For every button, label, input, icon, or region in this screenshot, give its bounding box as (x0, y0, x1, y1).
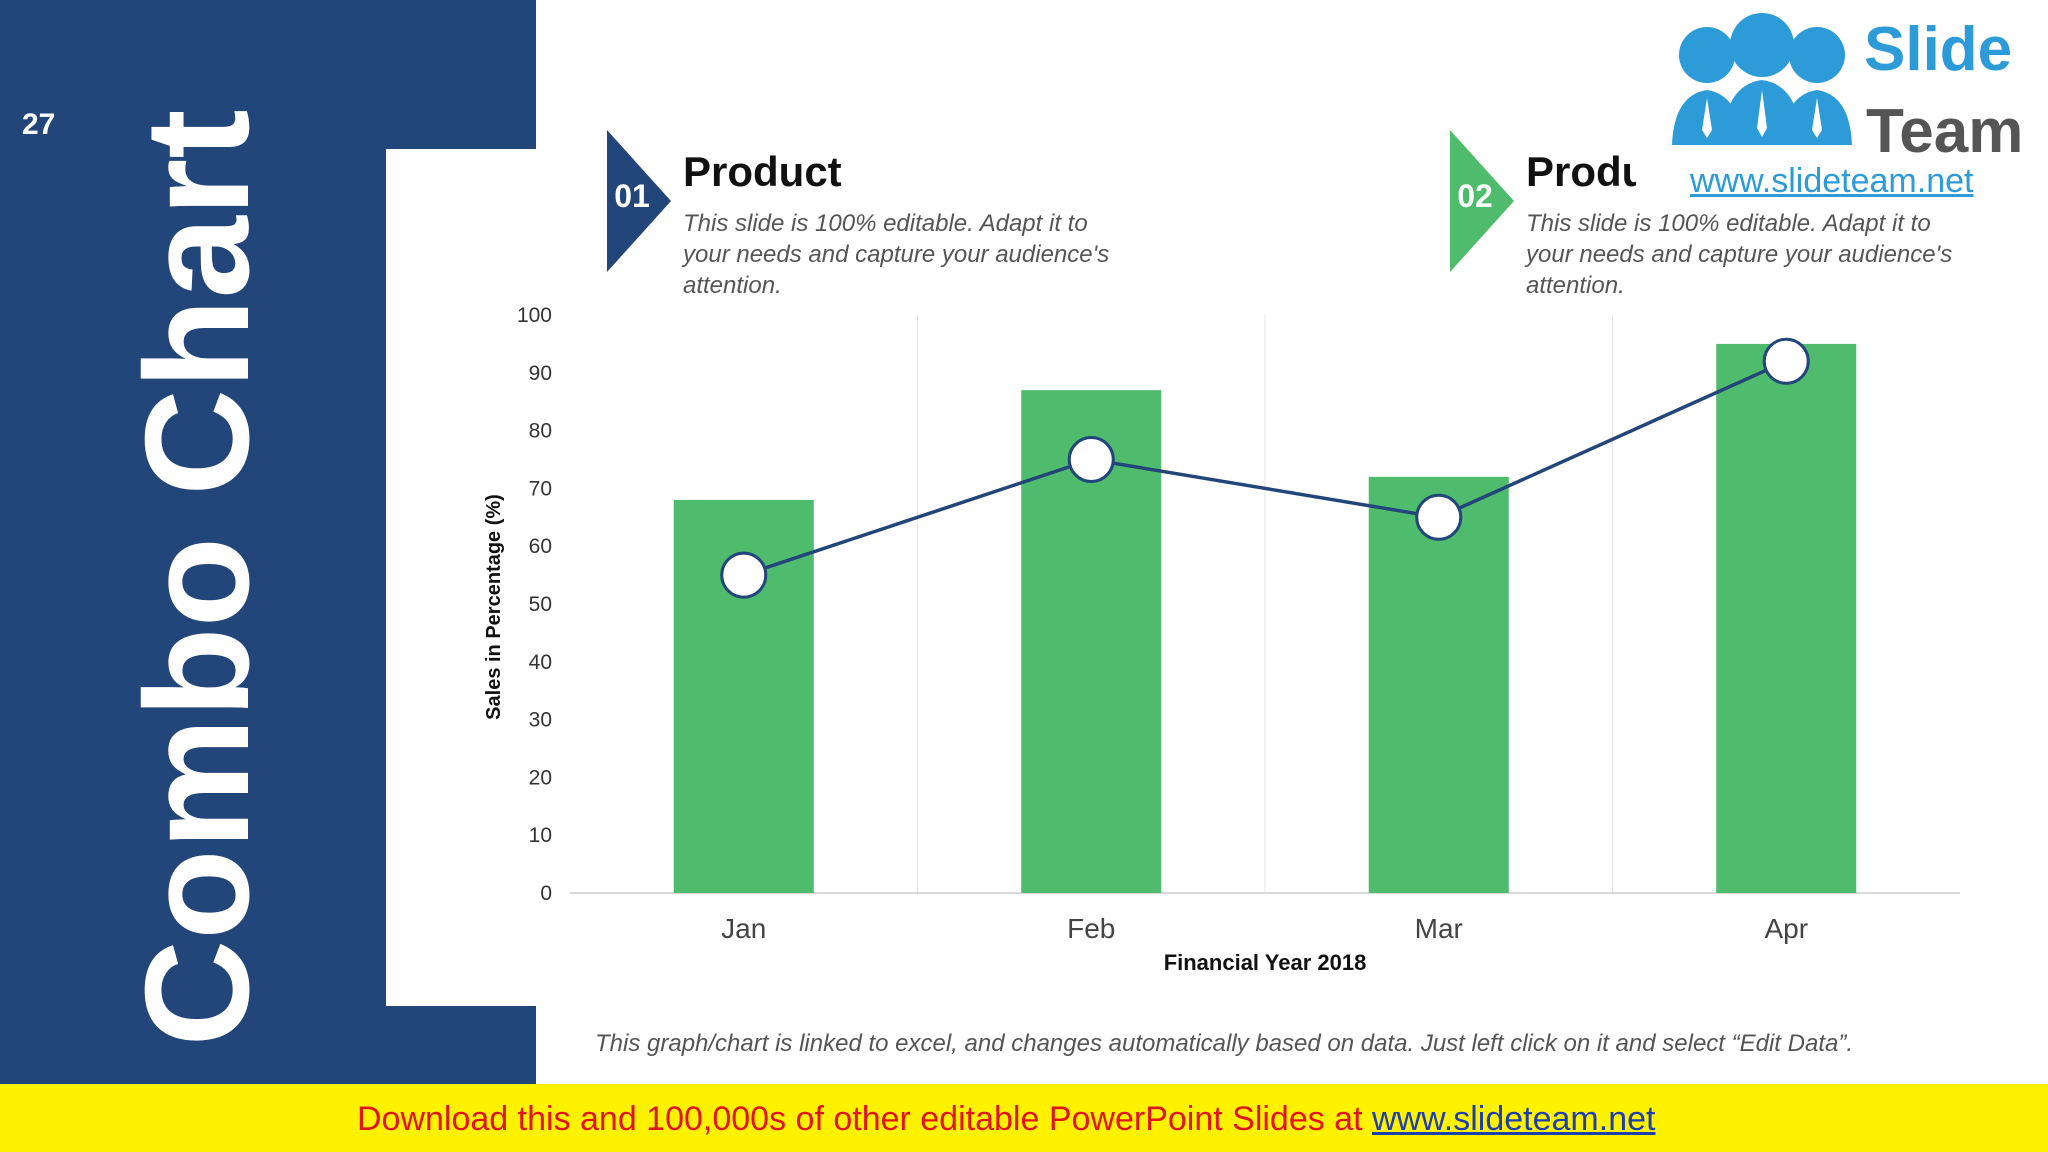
line-series (743, 359, 1787, 577)
y-tick-label: 100 (517, 304, 552, 327)
y-tick-label: 70 (529, 477, 552, 500)
chart-note: This graph/chart is linked to excel, and… (595, 1030, 1853, 1057)
y-tick-label: 0 (540, 882, 552, 905)
y-axis-title: Sales in Percentage (%) (483, 494, 505, 720)
slideteam-logo: Slide Team (1636, 0, 2048, 196)
combo-chart: 0 10 20 30 40 50 60 70 80 90 100 Jan Feb Mar Apr Financ… (483, 304, 1960, 975)
banner-link[interactable]: www.slideteam.net (1372, 1100, 1656, 1138)
product-01-desc-line-3: attention. (683, 272, 782, 299)
product-02-desc-line-3: attention. (1526, 272, 1625, 299)
line-point-apr (1762, 337, 1810, 385)
logo-word-team: Team (1866, 97, 2024, 166)
x-tick-label: Apr (1764, 913, 1808, 944)
slide-title: Combo Chart (115, 109, 280, 1047)
slide-number: 27 (22, 108, 56, 141)
x-tick-label: Mar (1415, 913, 1463, 944)
banner-message: Download this and 100,000s of other edit… (357, 1100, 1372, 1138)
x-tick-label: Jan (721, 913, 766, 944)
product-01-description: This slide is 100% editable. Adapt it to… (683, 208, 1153, 301)
product-02-desc-line-2: your needs and capture your audience's (1526, 241, 1953, 268)
y-tick-label: 30 (529, 709, 552, 732)
product-01-desc-line-2: your needs and capture your audience's (683, 241, 1110, 268)
y-tick-label: 20 (529, 766, 552, 789)
product-02-marker: 02 (1450, 130, 1514, 272)
product-01-title: Product (683, 148, 842, 195)
line-point-mar (1415, 493, 1463, 541)
product-01-number: 01 (614, 178, 650, 214)
product-01-arrow-shape (607, 130, 671, 272)
product-01-desc-line-1: This slide is 100% editable. Adapt it to (683, 210, 1088, 237)
y-tick-label: 60 (529, 535, 552, 558)
x-axis-title: Financial Year 2018 (1164, 950, 1367, 975)
product-02-arrow-shape (1450, 130, 1514, 272)
product-02-number: 02 (1457, 178, 1493, 214)
download-banner (0, 1084, 2048, 1152)
x-tick-label: Feb (1067, 913, 1115, 944)
product-02-description: This slide is 100% editable. Adapt it to… (1526, 208, 1996, 301)
y-tick-label: 40 (529, 651, 552, 674)
logo-word-slide: Slide (1864, 15, 2013, 84)
bar-apr (1716, 343, 1857, 893)
product-01-marker: 01 (607, 130, 671, 272)
y-tick-label: 90 (529, 362, 552, 385)
line-point-feb (1067, 436, 1115, 483)
bar-mar (1368, 476, 1509, 893)
y-tick-label: 50 (529, 593, 552, 616)
y-tick-label: 80 (529, 420, 552, 443)
download-banner-text: Download this and 100,000s of other edit… (357, 1100, 1655, 1139)
logo-url-link[interactable]: www.slideteam.net (1690, 162, 1974, 200)
people-icon (1672, 13, 1852, 145)
title-panel-inset (386, 149, 536, 1006)
line-point-jan (720, 551, 768, 599)
y-tick-label: 10 (529, 824, 552, 847)
product-02-desc-line-1: This slide is 100% editable. Adapt it to (1526, 210, 1931, 237)
